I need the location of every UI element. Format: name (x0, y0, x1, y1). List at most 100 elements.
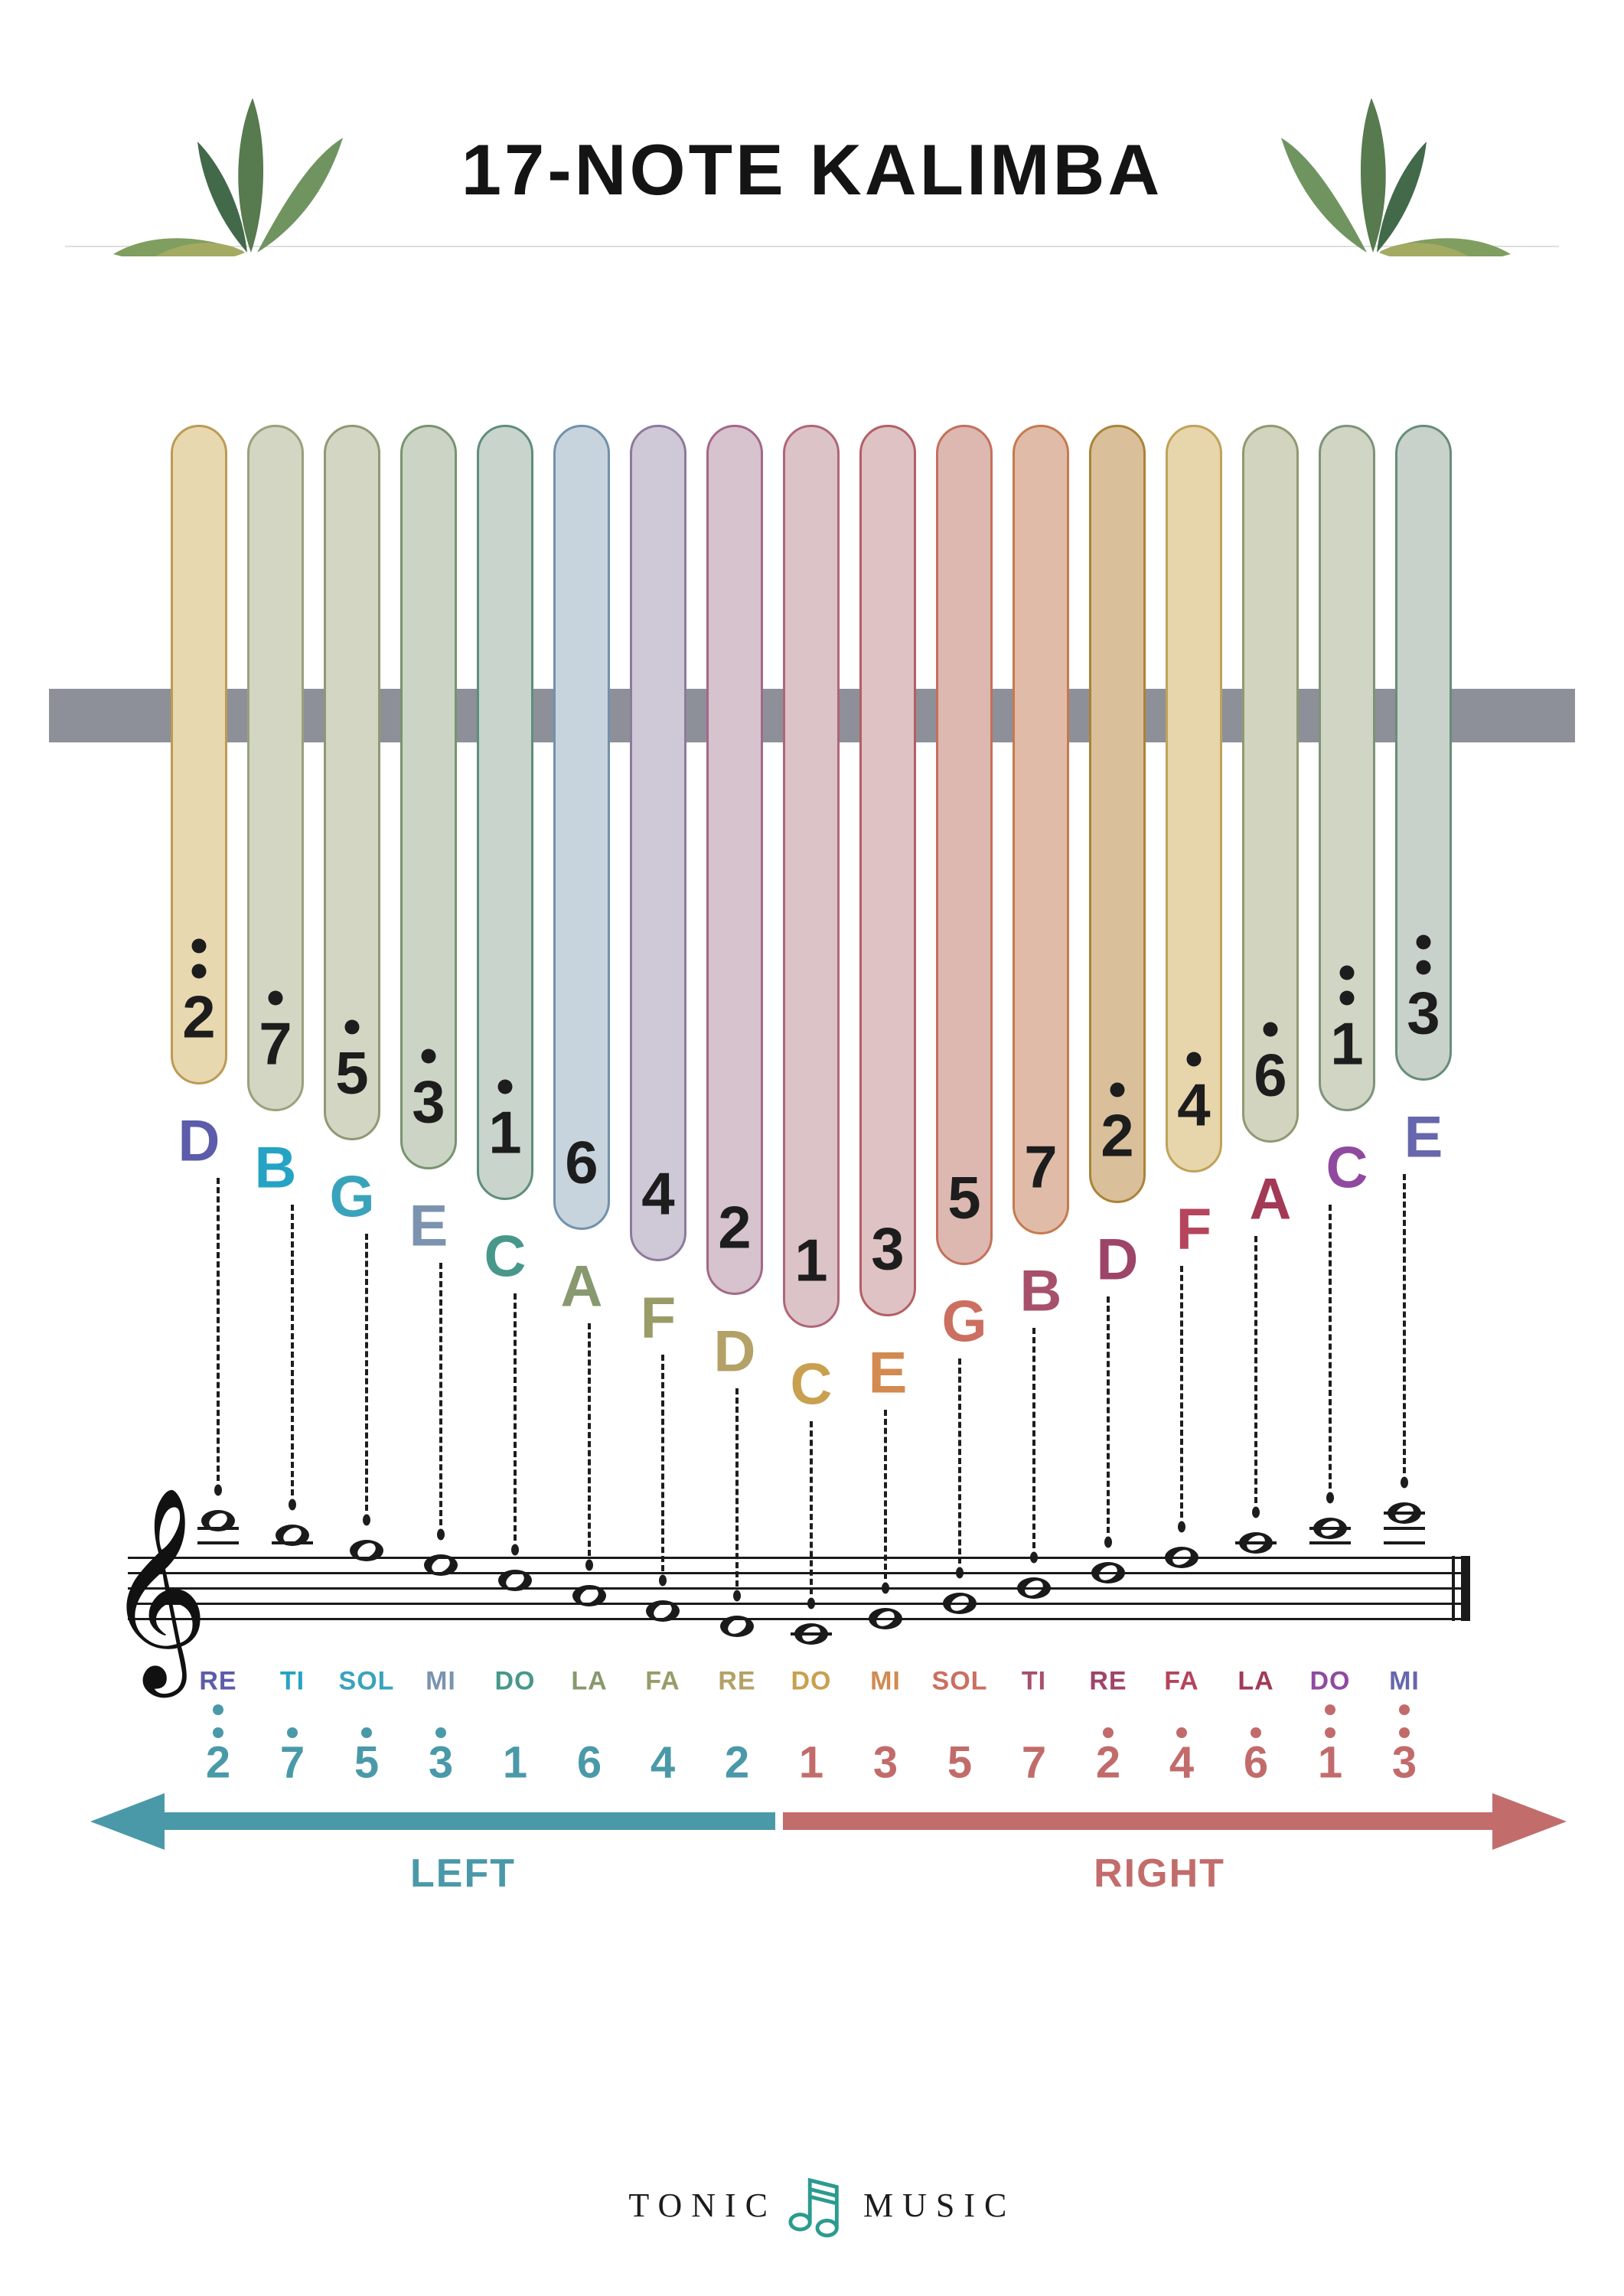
connector-dot (437, 1528, 445, 1541)
degree-octave-dot (1103, 1727, 1114, 1738)
connector-line (1180, 1266, 1183, 1518)
whole-note (274, 1524, 311, 1547)
ledger-line (791, 1632, 832, 1636)
tine (783, 425, 840, 1328)
connector-dot (585, 1559, 593, 1571)
note-letter: C (484, 1224, 527, 1290)
solfege-label: RE (1089, 1666, 1127, 1696)
whole-note (571, 1584, 608, 1607)
right-hand-label: RIGHT (1094, 1851, 1225, 1896)
degree-number: 2 (205, 1737, 231, 1788)
connector-dot (733, 1590, 741, 1602)
tine-number: 6 (1254, 1041, 1287, 1109)
connector-line (810, 1421, 813, 1594)
brand-name-left: TONIC (628, 2187, 777, 2224)
degree-octave-dot (213, 1727, 223, 1738)
tine-number: 3 (412, 1068, 445, 1136)
tine-number: 1 (794, 1226, 828, 1294)
whole-note (1386, 1502, 1423, 1525)
whole-note (941, 1592, 978, 1615)
note-letter: D (713, 1319, 756, 1384)
solfege-label: FA (645, 1666, 680, 1696)
connector-line (365, 1234, 368, 1511)
note-letter: C (790, 1352, 833, 1417)
footer-brand: TONIC MUSIC (0, 2174, 1624, 2238)
tine (477, 425, 533, 1200)
connector-line (1403, 1174, 1406, 1473)
staff-line (128, 1603, 1469, 1605)
solfege-label: LA (571, 1666, 608, 1696)
tine-octave-dot (497, 1079, 513, 1094)
note-letter: E (409, 1193, 448, 1259)
note-letter: E (1404, 1104, 1443, 1170)
connector-dot (1178, 1521, 1185, 1533)
degree-number: 1 (1317, 1737, 1343, 1788)
note-letter: A (560, 1254, 603, 1319)
music-note-icon (788, 2177, 839, 2238)
tine (400, 425, 457, 1169)
tine (630, 425, 686, 1261)
solfege-label: MI (426, 1666, 456, 1696)
whole-note (1090, 1561, 1127, 1584)
note-letter: D (1096, 1227, 1139, 1293)
note-letter: A (1249, 1166, 1292, 1232)
connector-dot (1401, 1476, 1408, 1489)
degree-octave-dot (361, 1727, 372, 1738)
degree-octave-dot (435, 1727, 446, 1738)
ledger-line (1384, 1512, 1425, 1515)
note-letter: B (254, 1135, 297, 1201)
solfege-label: TI (1021, 1666, 1047, 1696)
note-letter: G (941, 1289, 987, 1355)
whole-note (644, 1600, 681, 1623)
tine-number: 4 (641, 1159, 675, 1228)
solfege-label: MI (1389, 1666, 1420, 1696)
tine-octave-dot (191, 964, 207, 979)
degree-number: 6 (1243, 1737, 1269, 1788)
ledger-line (1309, 1541, 1351, 1544)
connector-line (1107, 1296, 1110, 1533)
left-hand-label: LEFT (410, 1851, 516, 1896)
solfege-label: MI (870, 1666, 901, 1696)
degree-number: 7 (279, 1737, 305, 1788)
connector-line (514, 1293, 517, 1541)
tine-octave-dot (344, 1019, 360, 1035)
tine-number: 7 (259, 1009, 292, 1078)
connector-dot (363, 1514, 370, 1526)
tine (1319, 425, 1375, 1111)
whole-note (1312, 1517, 1348, 1540)
degree-octave-dot (1325, 1727, 1335, 1738)
connector-line (291, 1205, 294, 1495)
tine-octave-dot (421, 1049, 436, 1064)
connector-line (217, 1178, 220, 1481)
note-letter: E (868, 1340, 908, 1406)
tine-number: 1 (1330, 1009, 1364, 1078)
whole-note (719, 1615, 755, 1638)
note-letter: G (329, 1164, 375, 1230)
whole-note (348, 1539, 385, 1562)
tine-number: 3 (871, 1215, 905, 1283)
degree-number: 6 (576, 1737, 602, 1788)
whole-note (422, 1554, 459, 1577)
connector-line (661, 1355, 664, 1571)
degree-octave-dot (287, 1727, 298, 1738)
whole-note (497, 1569, 533, 1592)
tine (1089, 425, 1146, 1203)
degree-number: 1 (798, 1737, 824, 1788)
note-letter: B (1019, 1258, 1062, 1324)
degree-number: 5 (947, 1737, 973, 1788)
solfege-label: RE (718, 1666, 756, 1696)
connector-line (958, 1358, 961, 1564)
solfege-label: DO (494, 1666, 536, 1696)
tine-octave-dot (1110, 1082, 1125, 1097)
tine-number: 2 (182, 983, 216, 1051)
solfege-label: TI (279, 1666, 305, 1696)
whole-note (1016, 1577, 1052, 1600)
tine-number: 5 (947, 1163, 981, 1231)
connector-line (735, 1388, 739, 1587)
tine-number: 3 (1407, 979, 1440, 1047)
solfege-label: SOL (338, 1666, 395, 1696)
tine (1166, 425, 1222, 1172)
connector-line (884, 1410, 887, 1579)
connector-line (1254, 1236, 1257, 1503)
